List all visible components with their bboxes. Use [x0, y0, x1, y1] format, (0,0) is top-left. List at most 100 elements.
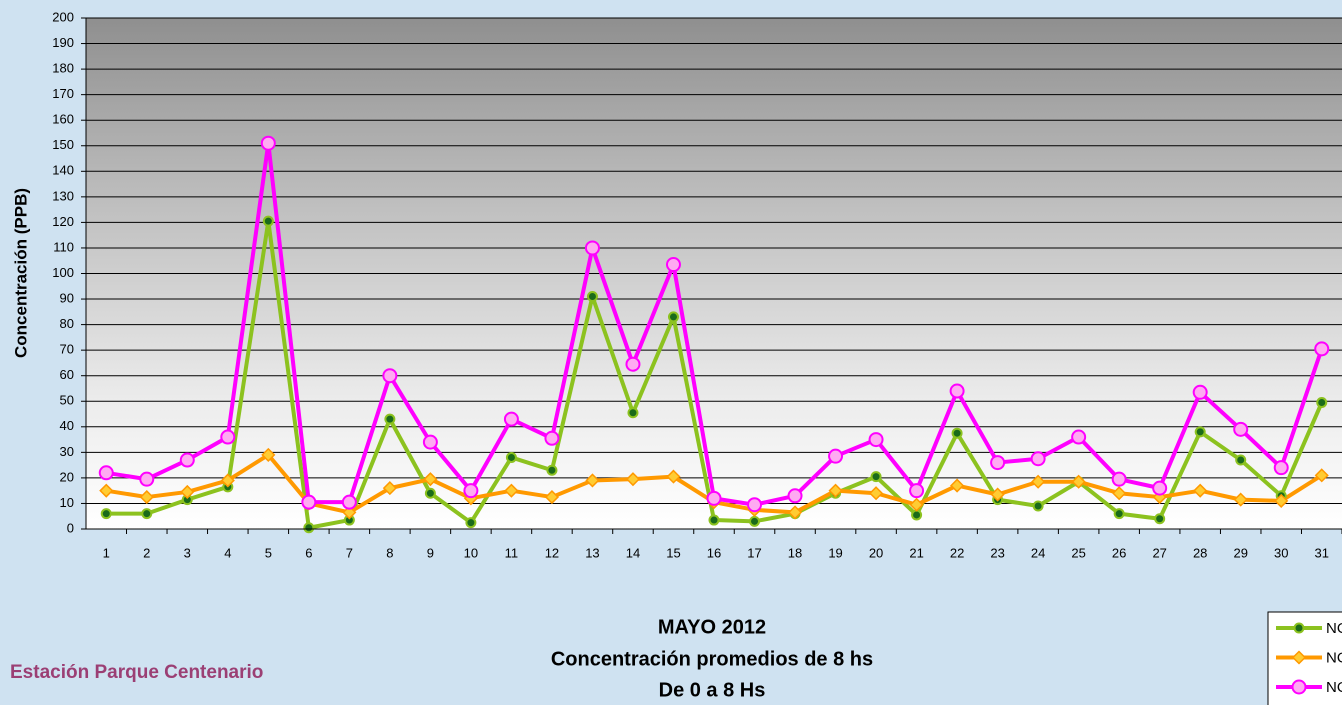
marker: [102, 509, 111, 518]
marker: [545, 432, 558, 445]
x-tick-label: 4: [224, 545, 231, 560]
station-label: Estación Parque Centenario: [10, 662, 263, 683]
marker: [302, 496, 315, 509]
chart-subtitle: De 0 a 8 Hs: [659, 679, 766, 701]
marker: [383, 369, 396, 382]
marker: [667, 258, 680, 271]
marker: [669, 312, 678, 321]
marker: [385, 415, 394, 424]
marker: [464, 484, 477, 497]
x-tick-label: 15: [666, 545, 680, 560]
x-tick-label: 23: [990, 545, 1004, 560]
y-tick-label: 70: [60, 342, 74, 357]
page: {"chart_data": {"type": "line", "title":…: [0, 0, 1342, 705]
x-tick-label: 31: [1315, 545, 1329, 560]
x-tick-label: 11: [505, 545, 519, 560]
x-tick-label: 25: [1071, 545, 1085, 560]
marker: [264, 217, 273, 226]
x-tick-label: 16: [707, 545, 721, 560]
x-tick-label: 24: [1031, 545, 1045, 560]
x-tick-label: 22: [950, 545, 964, 560]
legend-label: NO2: [1326, 649, 1342, 666]
x-tick-label: 28: [1193, 545, 1207, 560]
marker: [910, 484, 923, 497]
x-tick-label: 5: [265, 545, 272, 560]
y-tick-label: 160: [52, 112, 74, 127]
x-tick-label: 8: [386, 545, 393, 560]
marker: [1034, 502, 1043, 511]
legend-label: NO: [1326, 620, 1342, 637]
legend-label: NOx: [1326, 679, 1342, 696]
x-tick-label: 18: [788, 545, 802, 560]
marker: [142, 509, 151, 518]
marker: [1317, 398, 1326, 407]
marker: [789, 489, 802, 502]
marker: [424, 436, 437, 449]
marker: [1315, 342, 1328, 355]
y-tick-label: 110: [53, 239, 74, 254]
y-tick-label: 90: [60, 290, 74, 305]
x-tick-label: 14: [626, 545, 640, 560]
marker: [750, 517, 759, 526]
y-tick-label: 50: [60, 393, 74, 408]
x-tick-label: 12: [545, 545, 559, 560]
x-tick-label: 30: [1274, 545, 1288, 560]
marker: [181, 454, 194, 467]
x-tick-label: 20: [869, 545, 883, 560]
x-tick-label: 10: [464, 545, 478, 560]
y-axis-label: Concentración (PPB): [11, 188, 30, 358]
marker: [872, 472, 881, 481]
marker: [221, 431, 234, 444]
x-tick-label: 2: [143, 545, 150, 560]
marker: [829, 450, 842, 463]
x-tick-label: 17: [747, 545, 761, 560]
chart-subtitle: Concentración promedios de 8 hs: [551, 648, 873, 670]
x-tick-label: 13: [585, 545, 599, 560]
x-tick-label: 7: [346, 545, 353, 560]
marker: [1275, 461, 1288, 474]
x-tick-label: 29: [1233, 545, 1247, 560]
marker: [1032, 452, 1045, 465]
marker: [1113, 473, 1126, 486]
marker: [991, 456, 1004, 469]
marker: [1072, 431, 1085, 444]
marker: [870, 433, 883, 446]
x-tick-label: 26: [1112, 545, 1126, 560]
y-tick-label: 180: [52, 61, 74, 76]
marker: [507, 453, 516, 462]
y-tick-label: 40: [60, 418, 74, 433]
marker: [953, 429, 962, 438]
marker: [505, 413, 518, 426]
marker: [912, 510, 921, 519]
marker: [1153, 482, 1166, 495]
y-tick-label: 30: [60, 444, 74, 459]
marker: [588, 292, 597, 301]
x-tick-label: 1: [103, 545, 110, 560]
marker: [426, 489, 435, 498]
y-tick-label: 190: [52, 35, 74, 50]
marker: [710, 516, 719, 525]
y-tick-label: 100: [52, 265, 74, 280]
marker: [748, 498, 761, 511]
y-tick-label: 80: [60, 316, 74, 331]
x-tick-label: 9: [427, 545, 434, 560]
marker: [586, 241, 599, 254]
marker: [1236, 456, 1245, 465]
marker: [547, 466, 556, 475]
marker: [1155, 514, 1164, 523]
x-tick-label: 19: [828, 545, 842, 560]
marker: [343, 496, 356, 509]
marker: [1115, 509, 1124, 518]
marker: [1234, 423, 1247, 436]
marker: [951, 385, 964, 398]
x-tick-label: 3: [184, 545, 191, 560]
y-tick-label: 10: [60, 495, 74, 510]
y-tick-label: 140: [52, 163, 74, 178]
marker: [628, 408, 637, 417]
marker: [304, 523, 313, 532]
y-tick-label: 120: [52, 214, 74, 229]
marker: [140, 473, 153, 486]
y-tick-label: 130: [52, 188, 74, 203]
marker: [708, 492, 721, 505]
marker: [466, 518, 475, 527]
